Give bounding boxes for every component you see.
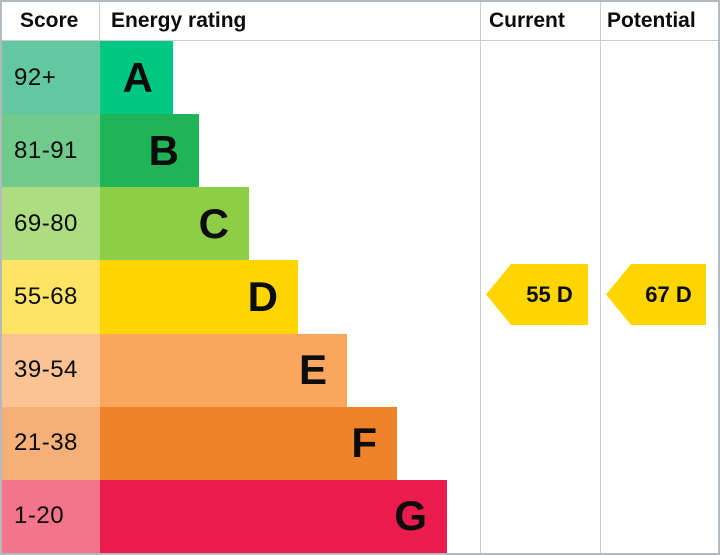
score-range-d: 55-68 [2, 260, 100, 334]
chart-header: Score Energy rating Current Potential [2, 2, 718, 41]
band-row-e: 39-54 E [2, 333, 718, 407]
band-bar-a: A [100, 41, 173, 115]
score-range-g: 1-20 [2, 479, 100, 553]
band-bar-c: C [100, 187, 249, 261]
score-range-a: 92+ [2, 41, 100, 115]
current-column-header: Current [489, 9, 565, 32]
current-column-divider [480, 2, 481, 553]
band-row-b: 81-91 B [2, 114, 718, 188]
band-row-c: 69-80 C [2, 187, 718, 261]
band-row-f: 21-38 F [2, 406, 718, 480]
potential-column-header: Potential [607, 9, 696, 32]
band-bar-f: F [100, 406, 397, 480]
band-rows: 92+ A 81-91 B 69-80 C 55-68 D 39-54 E 21… [2, 41, 718, 553]
potential-rating-arrow: 67 D [606, 264, 706, 325]
band-bar-g: G [100, 479, 447, 553]
band-bar-e: E [100, 333, 347, 407]
score-range-f: 21-38 [2, 406, 100, 480]
band-bar-d: D [100, 260, 298, 334]
score-range-e: 39-54 [2, 333, 100, 407]
band-row-g: 1-20 G [2, 479, 718, 553]
current-rating-arrow: 55 D [486, 264, 588, 325]
potential-column-divider [600, 2, 601, 553]
score-range-c: 69-80 [2, 187, 100, 261]
score-range-b: 81-91 [2, 114, 100, 188]
energy-rating-column-header: Energy rating [111, 9, 247, 32]
score-column-header: Score [2, 2, 100, 40]
band-row-a: 92+ A [2, 41, 718, 115]
band-bar-b: B [100, 114, 199, 188]
band-row-d: 55-68 D [2, 260, 718, 334]
